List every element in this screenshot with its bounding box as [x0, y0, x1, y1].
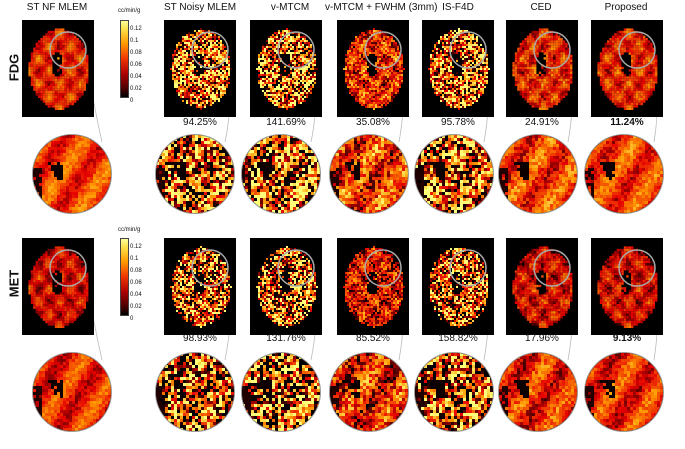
nrmse-value-fdg-1: 94.25% — [160, 117, 240, 128]
brain-slice-fdg-0 — [22, 20, 94, 117]
colorbar-tick: 0.08 — [130, 50, 142, 56]
zoom-inset-fdg-4 — [414, 134, 494, 214]
colorbar-tick: 0 — [130, 316, 133, 322]
colorbar-tick: 0.06 — [130, 280, 142, 286]
colorbar-tick: 0.08 — [130, 268, 142, 274]
brain-slice-met-3 — [337, 238, 409, 335]
zoom-inset-fdg-5 — [498, 134, 578, 214]
col-header-6: Proposed — [581, 2, 671, 13]
colorbar-tick: 0.02 — [130, 86, 142, 92]
zoom-inset-met-3 — [329, 352, 409, 432]
row-label-met: MET — [7, 264, 22, 304]
brain-slice-met-2 — [250, 238, 322, 335]
brain-slice-fdg-3 — [337, 20, 409, 117]
zoom-inset-fdg-1 — [155, 134, 235, 214]
colorbar-tick: 0.02 — [130, 304, 142, 310]
nrmse-value-fdg-4: 95.78% — [418, 117, 498, 128]
zoom-inset-met-6 — [584, 352, 664, 432]
col-header-4: IS-F4D — [413, 2, 503, 13]
zoom-inset-fdg-2 — [241, 134, 321, 214]
colorbar-met — [120, 238, 129, 316]
row-label-fdg: FDG — [7, 48, 22, 88]
nrmse-value-met-4: 158.82% — [418, 333, 498, 344]
nrmse-value-met-1: 98.93% — [160, 333, 240, 344]
nrmse-value-met-3: 85.52% — [333, 333, 413, 344]
brain-slice-met-4 — [422, 238, 494, 335]
colorbar-tick: 0.06 — [130, 62, 142, 68]
brain-slice-met-0 — [22, 238, 94, 335]
nrmse-value-met-5: 17.96% — [502, 333, 582, 344]
nrmse-value-fdg-3: 35.08% — [333, 117, 413, 128]
col-header-1: ST Noisy MLEM — [155, 2, 245, 13]
colorbar-tick: 0.1 — [130, 256, 138, 262]
colorbar-tick: 0.12 — [130, 26, 142, 32]
colorbar-fdg — [120, 20, 129, 98]
colorbar-tick: 0 — [130, 98, 133, 104]
colorbar-met-unit: cc/min/g — [118, 227, 140, 233]
colorbar-tick: 0.1 — [130, 38, 138, 44]
zoom-inset-fdg-3 — [329, 134, 409, 214]
zoom-inset-met-4 — [414, 352, 494, 432]
brain-slice-fdg-6 — [591, 20, 663, 117]
brain-slice-met-6 — [591, 238, 663, 335]
col-header-5: CED — [496, 2, 586, 13]
colorbar-tick: 0.12 — [130, 244, 142, 250]
nrmse-value-met-6: 9.13% — [587, 333, 667, 344]
colorbar-fdg-unit: cc/min/g — [118, 8, 140, 14]
brain-slice-fdg-4 — [422, 20, 494, 117]
zoom-inset-met-5 — [498, 352, 578, 432]
colorbar-tick: 0.04 — [130, 292, 142, 298]
zoom-inset-met-1 — [155, 352, 235, 432]
col-header-2: v-MTCM — [245, 2, 335, 13]
nrmse-value-fdg-6: 11.24% — [587, 117, 667, 128]
brain-slice-fdg-1 — [164, 20, 236, 117]
zoom-inset-met-0 — [32, 352, 112, 432]
brain-slice-fdg-2 — [250, 20, 322, 117]
col-header-0: ST NF MLEM — [12, 2, 102, 13]
zoom-inset-fdg-6 — [584, 134, 664, 214]
brain-slice-fdg-5 — [506, 20, 578, 117]
zoom-inset-fdg-0 — [32, 134, 112, 214]
brain-slice-met-1 — [164, 238, 236, 335]
nrmse-value-met-2: 131.76% — [246, 333, 326, 344]
col-header-3: v-MTCM + FWHM (3mm) — [325, 2, 437, 13]
zoom-inset-met-2 — [241, 352, 321, 432]
nrmse-value-fdg-5: 24.91% — [502, 117, 582, 128]
colorbar-tick: 0.04 — [130, 74, 142, 80]
brain-slice-met-5 — [506, 238, 578, 335]
nrmse-value-fdg-2: 141.69% — [246, 117, 326, 128]
